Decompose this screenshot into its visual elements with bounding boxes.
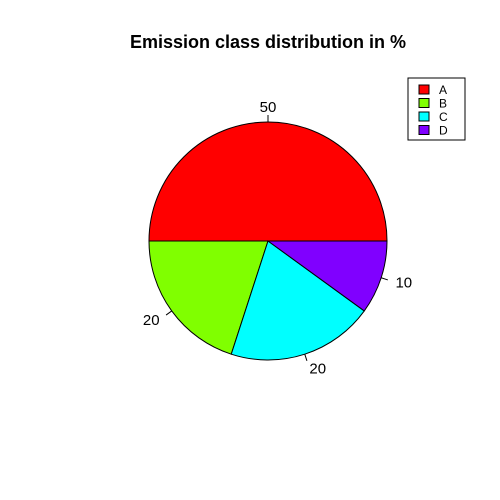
slice-label-tick (165, 310, 173, 316)
legend-label-c: C (439, 110, 448, 124)
slice-labels: 50 20 20 10 (143, 99, 412, 377)
legend-frame (407, 77, 466, 141)
pie-slice-b (148, 240, 269, 355)
legend-swatch-b (418, 98, 430, 108)
slice-label-a: 50 (260, 99, 277, 116)
slice-label-d: 10 (395, 274, 412, 291)
legend-swatch-d (418, 125, 430, 135)
legend-label-a: A (439, 83, 447, 97)
slice-label-b: 20 (143, 312, 160, 329)
pie-slice-c (230, 240, 365, 361)
legend-swatch-a (418, 84, 430, 95)
slice-label-tick (381, 277, 388, 281)
slice-label-c: 20 (309, 360, 326, 377)
slice-label-tick (304, 354, 308, 361)
pie-slice-d (266, 240, 388, 312)
legend-label-d: D (439, 124, 448, 138)
legend-label-b: B (439, 97, 447, 111)
legend-swatch-c (418, 111, 430, 122)
chart-title: Emission class distribution in % (130, 32, 406, 52)
pie-slice-a (148, 121, 388, 242)
pie-slices (148, 121, 388, 361)
